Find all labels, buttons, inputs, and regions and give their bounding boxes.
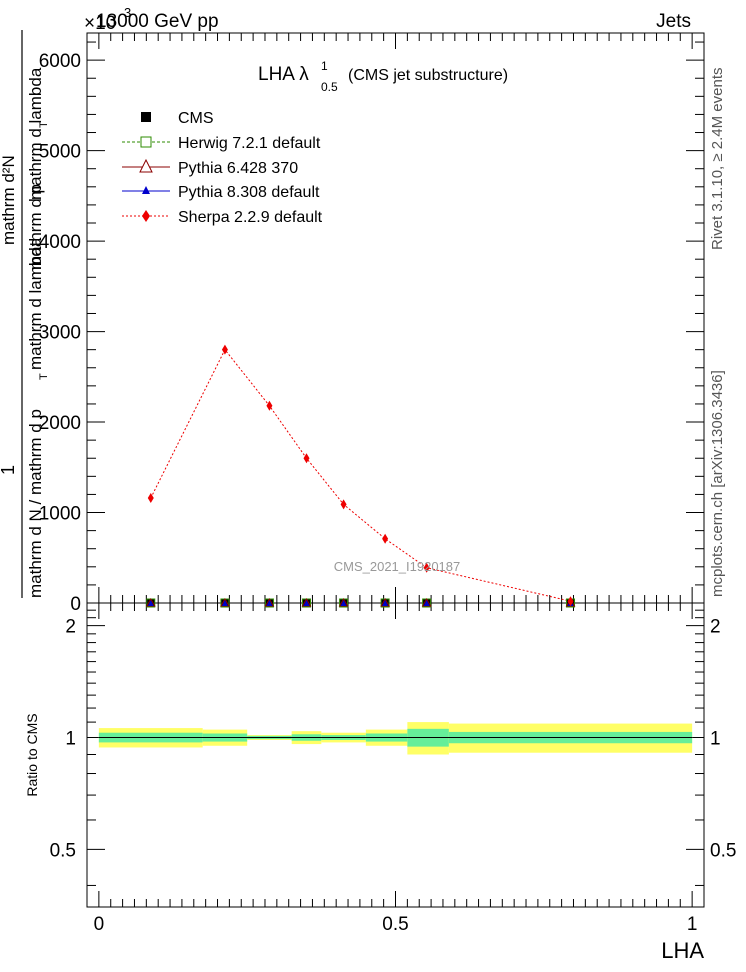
- ratio-y-tick-label-right: 0.5: [710, 840, 736, 861]
- pythia8-point: [266, 600, 273, 606]
- x-tick-label: 1: [687, 914, 698, 935]
- upper-axis-ticks: 0 1000 2000 3000 4000 5000 6000: [39, 33, 704, 615]
- pythia8-point: [340, 600, 347, 606]
- ylabel-part-1: mathrm d N / mathrm d p: [26, 409, 45, 598]
- y-tick-label: 1000: [39, 504, 81, 525]
- ratio-y-tick-label-left: 2: [65, 617, 76, 638]
- sherpa-point: [266, 400, 273, 411]
- rivet-label: Rivet 3.1.10, ≥ 2.4M events: [709, 68, 726, 251]
- series-layer: [145, 344, 576, 608]
- sherpa-point: [221, 344, 228, 355]
- y-tick-label: 3000: [39, 323, 81, 344]
- x-tick-label: 0: [94, 914, 105, 935]
- legend-marker-pythia6: [139, 158, 153, 173]
- ylabel-part-7: mathrm d lambda: [26, 67, 45, 200]
- legend-label: CMS: [178, 110, 214, 127]
- ratio-y-tick-label-right: 2: [710, 617, 721, 638]
- sherpa-line: [150, 348, 571, 602]
- pythia8-point: [221, 600, 228, 606]
- plot-title-sub: 0.5: [321, 80, 338, 94]
- sherpa-point: [382, 533, 389, 544]
- ratio-y-tick-label-left: 1: [65, 728, 76, 749]
- ylabel-part-2: T: [38, 373, 50, 380]
- pythia8-point: [303, 600, 310, 606]
- ylabel-part-6: T: [38, 121, 50, 128]
- pythia8-point: [147, 600, 154, 606]
- sherpa-point: [303, 453, 310, 464]
- sherpa-point: [567, 596, 574, 607]
- legend-marker-sherpa: [142, 210, 150, 222]
- plot-title: LHA λ: [258, 64, 309, 85]
- analysis-watermark: CMS_2021_I1920187: [334, 559, 461, 574]
- x-axis-label: LHA: [661, 938, 704, 963]
- legend-label: Pythia 6.428 370: [178, 160, 298, 177]
- legend-label: Sherpa 2.2.9 default: [178, 209, 323, 226]
- y-tick-label: 4000: [39, 232, 81, 253]
- y-tick-label: 5000: [39, 142, 81, 163]
- legend-marker-pythia8: [142, 186, 150, 194]
- x-tick-label: 0.5: [382, 914, 408, 935]
- legend-marker-cms: [141, 112, 151, 122]
- legend-label: Herwig 7.2.1 default: [178, 135, 321, 152]
- energy-label: 13000 GeV pp: [96, 11, 219, 32]
- y-exponent-power: 3: [124, 5, 131, 20]
- ylabel-part-5: mathrm d p: [26, 184, 45, 270]
- ratio-panel-frame: [86, 602, 705, 908]
- ylabel-numerator: 1: [0, 465, 18, 475]
- legend-marker-herwig: [140, 136, 152, 148]
- sherpa-point: [340, 499, 347, 510]
- pythia8-point: [382, 600, 389, 606]
- y-exponent: ×10: [84, 13, 116, 34]
- ratio-axis-ticks: 0 0.5 1 0.5 0.5 1 1 2 2: [50, 603, 736, 935]
- y-tick-label: 6000: [39, 51, 81, 72]
- legend-label: Pythia 8.308 default: [178, 184, 320, 201]
- ylabel-part-3: mathrm d lambda: [26, 237, 45, 370]
- plot-title-suffix: (CMS jet substructure): [348, 67, 508, 84]
- ratio-y-tick-label-left: 0.5: [50, 840, 76, 861]
- pythia8-point: [423, 600, 430, 606]
- jets-label: Jets: [656, 11, 691, 32]
- ratio-y-tick-label-right: 1: [710, 728, 721, 749]
- sherpa-point: [147, 493, 154, 504]
- mcplots-label: mcplots.cern.ch [arXiv:1306.3436]: [709, 370, 726, 597]
- y-tick-label: 2000: [39, 413, 81, 434]
- y-axis-label: 1 mathrm d N / mathrm d p T mathrm d lam…: [0, 30, 50, 598]
- plot-title-sup: 1: [321, 59, 328, 73]
- ratio-ylabel: Ratio to CMS: [24, 713, 40, 796]
- ratio-uncertainty-bands: [98, 722, 693, 755]
- legend: CMS Herwig 7.2.1 default Pythia 6.428 370 P…: [122, 110, 323, 226]
- sherpa-point: [423, 562, 430, 573]
- y-tick-label: 0: [70, 594, 81, 615]
- ylabel-part-4: mathrm d²N: [0, 155, 18, 245]
